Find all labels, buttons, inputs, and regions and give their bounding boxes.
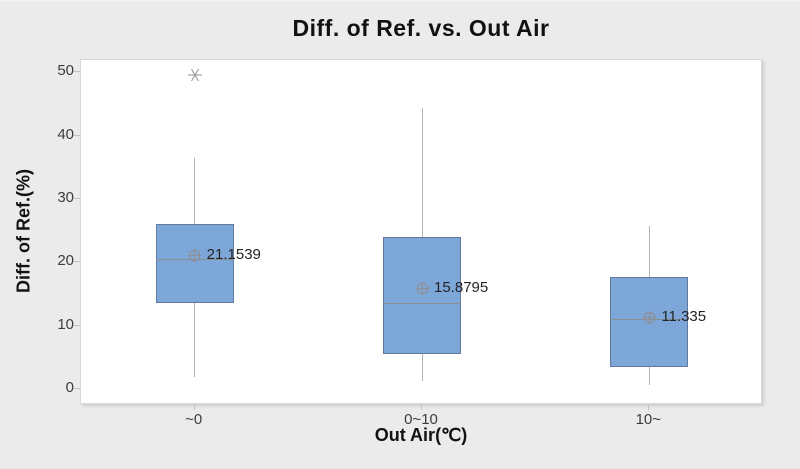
y-tick-label: 10: [57, 315, 74, 333]
y-axis-title: Diff. of Ref.(%): [13, 169, 34, 293]
y-tick-mark: [74, 71, 80, 73]
mean-marker-icon: [188, 248, 202, 262]
y-tick-mark: [74, 324, 80, 326]
outlier-icon: [187, 69, 202, 82]
y-tick-mark: [74, 197, 80, 199]
mean-value-label: 11.335: [661, 308, 707, 326]
box-rect: [155, 223, 234, 304]
y-tick-label: 20: [57, 252, 74, 270]
x-axis-title: Out Air(℃): [374, 425, 468, 445]
y-tick-mark: [74, 261, 80, 263]
mean-value-label: 15.8795: [434, 279, 489, 297]
box-rect: [383, 236, 461, 355]
mean-value-label: 21.1539: [206, 246, 261, 263]
mean-marker-icon: [642, 310, 656, 324]
x-tick-mark: [421, 405, 422, 410]
y-tick-label: 30: [57, 188, 74, 206]
y-tick-mark: [74, 134, 80, 136]
chart-title: Diff. of Ref. vs. Out Air: [292, 15, 550, 41]
mean-marker-icon: [415, 281, 429, 295]
median-line: [383, 303, 461, 305]
x-tick-label: ~0: [185, 411, 203, 428]
x-tick-label: 10~: [635, 411, 662, 428]
x-tick-label: 0~10: [404, 411, 438, 428]
y-tick-label: 0: [65, 379, 74, 396]
y-tick-mark: [74, 388, 80, 389]
x-tick-mark: [193, 405, 195, 410]
plot-area: 21.1539 15.8795 11.335: [80, 59, 762, 404]
y-tick-label: 50: [57, 62, 74, 80]
x-tick-mark: [648, 405, 650, 410]
y-tick-label: 40: [57, 125, 74, 143]
